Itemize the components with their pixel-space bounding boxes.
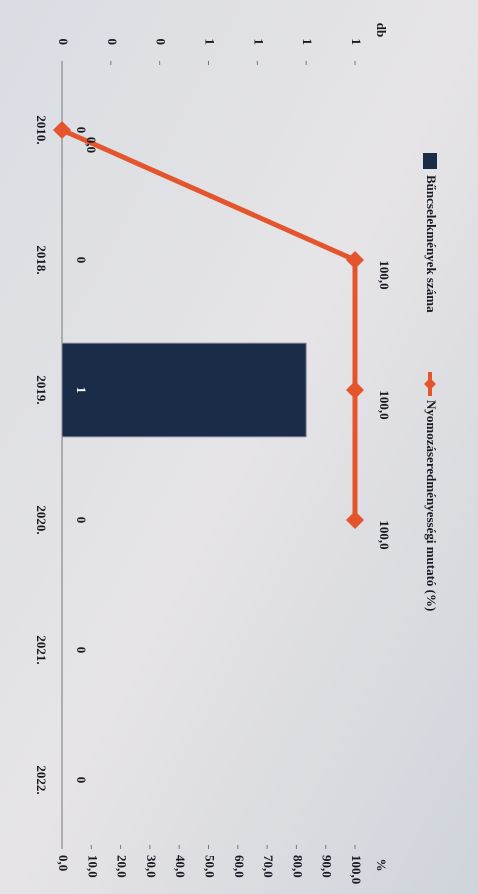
y-tick-label: 1 xyxy=(300,39,315,46)
line-value-label: 100,0 xyxy=(377,520,392,549)
bar-value-label: 0 xyxy=(74,777,89,784)
line-marker xyxy=(346,381,364,399)
line-value-label: 100,0 xyxy=(377,390,392,419)
y2-tick-label: 70,0 xyxy=(261,855,276,878)
y2-tick-label: 90,0 xyxy=(320,855,335,878)
bar-value-label: 0 xyxy=(74,127,89,134)
rotated-chart: db%0 0 0 1 1 1 10,0 10,0 20,0 30,0 40,0 50,0 60,0 70,… xyxy=(34,23,439,884)
y2-tick-label: 30,0 xyxy=(144,855,159,878)
line-marker xyxy=(346,511,364,529)
y2-tick-label: 40,0 xyxy=(173,855,188,878)
y-tick-label: 0 xyxy=(154,39,169,46)
legend-swatch-marker xyxy=(424,378,436,390)
y2-tick-label: 100,0 xyxy=(349,855,364,884)
x-tick-label: 2020. xyxy=(34,505,49,534)
legend-label: Nyomozáseredményességi mutató (%) xyxy=(424,400,439,611)
y-tick-label: 1 xyxy=(203,39,218,46)
y-tick-label: 0 xyxy=(56,39,71,46)
bar-value-label: 0 xyxy=(74,257,89,264)
x-tick-label: 2010. xyxy=(34,115,49,144)
y2-tick-label: 50,0 xyxy=(203,855,218,878)
x-tick-label: 2021. xyxy=(34,635,49,664)
y2-tick-label: 20,0 xyxy=(115,855,130,878)
x-tick-label: 2022. xyxy=(34,765,49,794)
bar-value-label: 1 xyxy=(74,387,89,394)
line-marker xyxy=(53,121,71,139)
y2-tick-label: 60,0 xyxy=(232,855,247,878)
y-tick-label: 1 xyxy=(349,39,364,46)
line-marker xyxy=(346,251,364,269)
y-axis-title: db xyxy=(374,23,389,37)
x-tick-label: 2018. xyxy=(34,245,49,274)
legend-swatch xyxy=(423,153,437,169)
line xyxy=(60,127,358,520)
x-tick-label: 2019. xyxy=(34,375,49,404)
y-tick-label: 1 xyxy=(251,39,266,46)
bar-value-label: 0 xyxy=(74,517,89,524)
y2-tick-label: 0,0 xyxy=(56,855,71,871)
y2-tick-label: 80,0 xyxy=(290,855,305,878)
y-tick-label: 0 xyxy=(105,39,120,46)
legend-label: Bűncselekmények száma xyxy=(424,175,439,313)
bar xyxy=(61,342,307,438)
line-value-label: 0,0 xyxy=(84,137,99,153)
line-value-label: 100,0 xyxy=(377,260,392,289)
y2-axis-title: % xyxy=(374,859,389,872)
bar-value-label: 0 xyxy=(74,647,89,654)
y2-tick-label: 10,0 xyxy=(85,855,100,878)
